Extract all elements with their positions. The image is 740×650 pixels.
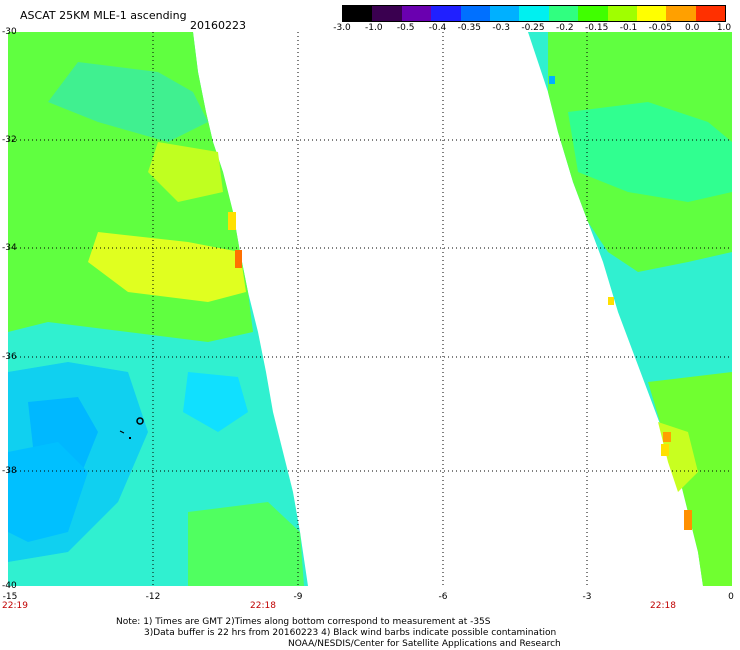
lat-label-32: -32	[2, 135, 17, 145]
lat-label-40: -40	[2, 581, 17, 591]
color-scale-tick-label: -0.5	[396, 23, 415, 33]
color-scale-tick-label: -0.1	[619, 23, 638, 33]
color-scale-segment	[431, 6, 461, 21]
note-line-2: 3)Data buffer is 22 hrs from 20160223 4)…	[144, 628, 557, 638]
color-scale-segment	[666, 6, 696, 21]
color-scale-tick-label: -0.2	[556, 23, 574, 33]
lon-label-15: -15	[2, 592, 18, 602]
color-scale-tick-label: -3.0	[333, 23, 351, 33]
note-line-1: Note: 1) Times are GMT 2)Times along bot…	[116, 617, 491, 627]
lat-label-36: -36	[2, 352, 17, 362]
color-scale-segment	[372, 6, 402, 21]
right-swath	[528, 32, 732, 586]
color-scale-segment	[401, 6, 432, 21]
color-scale-segment	[548, 6, 579, 21]
lon-label-6: -6	[438, 592, 448, 602]
lon-label-12: -12	[145, 592, 161, 602]
color-scale-segment	[489, 6, 520, 21]
color-scale-tick-label: -1.0	[365, 23, 383, 33]
color-scale-tick-label: -0.4	[428, 23, 447, 33]
color-scale-tick-label: -0.25	[521, 23, 545, 33]
color-scale-segment	[695, 6, 726, 21]
time-label-middle: 22:18	[250, 601, 276, 611]
lat-label-30: -30	[2, 27, 17, 37]
product-date: 20160223	[190, 19, 246, 32]
note-line-3: NOAA/NESDIS/Center for Satellite Applica…	[288, 639, 561, 649]
time-label-right: 22:18	[650, 601, 676, 611]
color-scale-segment	[607, 6, 637, 21]
color-scale-segment	[519, 6, 549, 21]
color-scale-tick-label: 0.0	[684, 23, 700, 33]
product-title: ASCAT 25KM MLE-1 ascending	[20, 9, 187, 22]
color-scale-segment	[636, 6, 667, 21]
color-scale-bar	[342, 5, 726, 22]
lat-label-38: -38	[2, 466, 17, 476]
lon-label-3: -3	[582, 592, 592, 602]
lon-label-0: 0	[728, 592, 734, 602]
color-scale-tick-label: -0.05	[648, 23, 672, 33]
lon-label-9: -9	[293, 592, 303, 602]
color-scale-segment	[343, 6, 373, 21]
time-label-left: 22:19	[2, 601, 28, 611]
color-scale-tick-label: -0.15	[585, 23, 609, 33]
swath-map	[8, 32, 732, 586]
map-grid	[8, 32, 732, 586]
lat-label-34: -34	[2, 243, 17, 253]
color-scale-tick-label: -0.3	[492, 23, 510, 33]
color-scale-segment	[460, 6, 490, 21]
left-swath	[8, 32, 308, 586]
color-scale-segment	[578, 6, 608, 21]
color-scale-tick-label: 1.0	[716, 23, 732, 33]
color-scale-tick-label: -0.35	[457, 23, 481, 33]
